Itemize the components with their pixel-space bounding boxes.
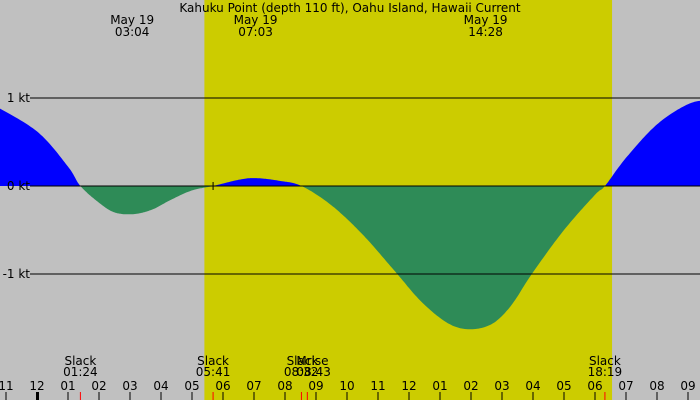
- x-tick-label-5: 04: [153, 379, 168, 393]
- x-tick-label-12: 11: [370, 379, 385, 393]
- x-tick-label-11: 10: [339, 379, 354, 393]
- x-tick-label-15: 02: [463, 379, 478, 393]
- x-tick-label-1: 12: [29, 379, 44, 393]
- x-tick-label-18: 05: [556, 379, 571, 393]
- x-tick-label-3: 02: [91, 379, 106, 393]
- top-annotation-date-2: May 19: [464, 13, 508, 27]
- y-tick-label-2: -1 kt: [3, 267, 31, 281]
- flood-area-0: [0, 108, 81, 186]
- y-tick-label-0: 1 kt: [7, 91, 30, 105]
- x-tick-label-17: 04: [525, 379, 540, 393]
- y-tick-label-1: 0 kt: [7, 179, 30, 193]
- x-tick-label-16: 03: [494, 379, 509, 393]
- bottom-events: Slack01:24Slack05:41Slack08:32Mrise08:43…: [63, 354, 622, 379]
- x-tick-label-20: 07: [618, 379, 633, 393]
- top-annotation-time-2: 14:28: [468, 25, 503, 39]
- midnight-marker: [36, 392, 39, 400]
- x-tick-label-6: 05: [184, 379, 199, 393]
- event-name-1: Slack: [197, 354, 229, 368]
- event-time-0: 01:24: [63, 365, 98, 379]
- x-tick-label-9: 08: [277, 379, 292, 393]
- top-annotation-date-1: May 19: [234, 13, 278, 27]
- top-annotation-time-0: 03:04: [115, 25, 150, 39]
- x-tick-label-2: 01: [60, 379, 75, 393]
- x-tick-label-8: 07: [246, 379, 261, 393]
- x-tick-label-13: 12: [401, 379, 416, 393]
- x-tick-label-0: 11: [0, 379, 14, 393]
- event-time-2: 08:32: [284, 365, 319, 379]
- event-name-0: Slack: [64, 354, 96, 368]
- x-tick-label-19: 06: [587, 379, 602, 393]
- x-tick-label-4: 03: [122, 379, 137, 393]
- x-ticks: 11 12 01 02 03 04 05 06 07 08 09 10 11 12 01 02 03 04 05 06…: [0, 379, 696, 400]
- x-tick-label-7: 06: [215, 379, 230, 393]
- top-annotation-date-0: May 19: [110, 13, 154, 27]
- x-tick-label-10: 09: [308, 379, 323, 393]
- ebb-area-1: [80, 186, 214, 215]
- current-areas: [0, 100, 700, 330]
- event-name-4: Slack: [589, 354, 621, 368]
- chart-title: Kahuku Point (depth 110 ft), Oahu Island…: [179, 1, 521, 15]
- event-time-4: 18:19: [588, 365, 623, 379]
- event-time-3: 08:43: [296, 365, 331, 379]
- flood-area-4: [604, 100, 700, 186]
- y-gridlines: [30, 97, 700, 275]
- flood-area-2: [213, 178, 302, 186]
- event-name-3: Mrise: [296, 354, 328, 368]
- ebb-area-3: [301, 186, 605, 330]
- event-name-2: Slack: [287, 354, 319, 368]
- y-tick-labels: 1 kt 0 kt -1 kt: [3, 91, 31, 281]
- x-tick-label-14: 01: [432, 379, 447, 393]
- event-markers: [36, 182, 606, 400]
- x-tick-label-21: 08: [649, 379, 664, 393]
- top-annotation-time-1: 07:03: [238, 25, 273, 39]
- event-time-1: 05:41: [196, 365, 231, 379]
- x-tick-label-22: 09: [680, 379, 695, 393]
